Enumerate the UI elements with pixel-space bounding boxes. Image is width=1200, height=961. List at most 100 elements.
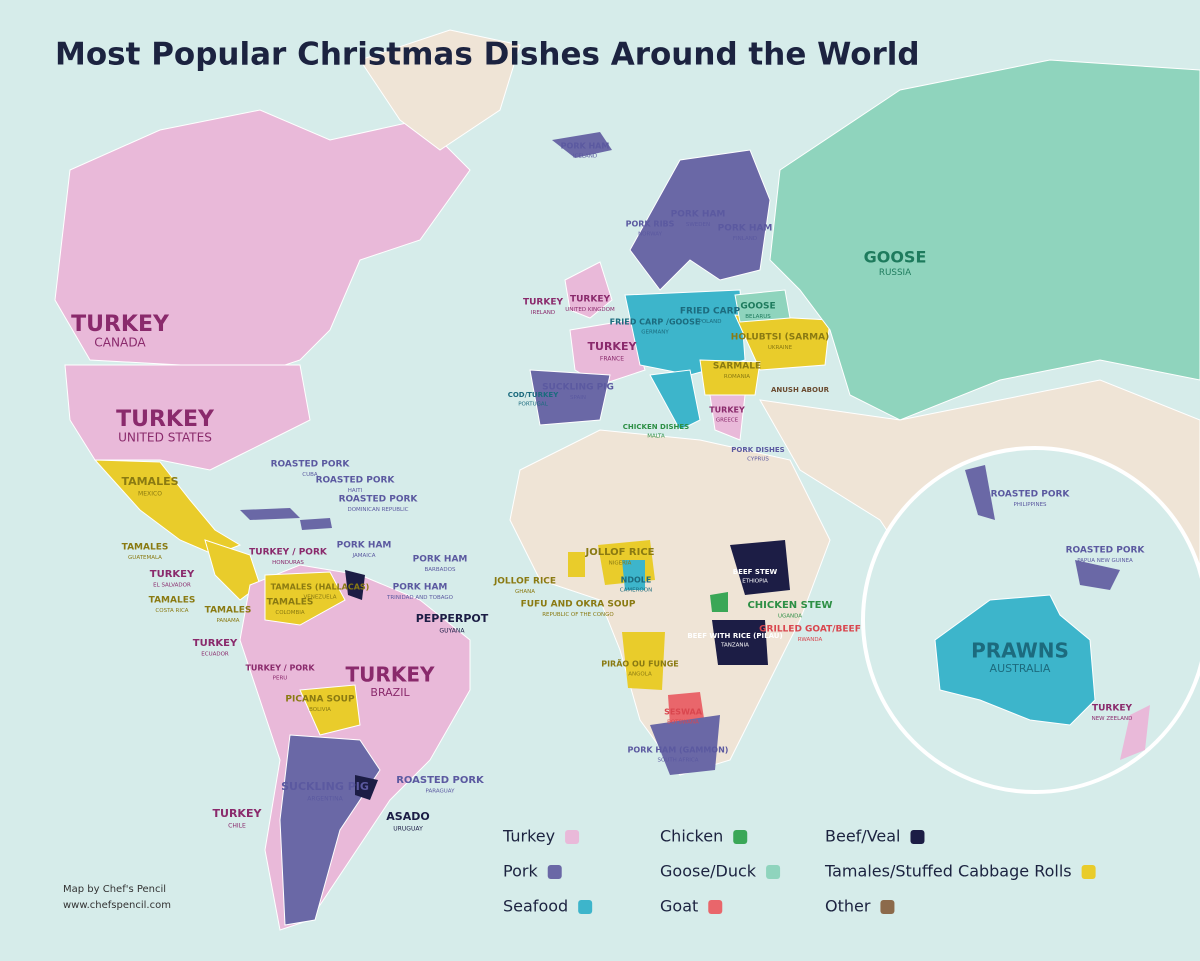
dish-label: TURKEY <box>1092 704 1132 714</box>
country-label: COSTA RICA <box>155 608 188 614</box>
hispaniola <box>300 518 332 530</box>
dish-label: TAMALES <box>205 606 252 616</box>
country-label: PAPUA NEW GUINEA <box>1077 558 1133 564</box>
country-label: GERMANY <box>641 329 669 335</box>
country-label: IRELAND <box>531 310 555 316</box>
scandinavia <box>629 149 771 291</box>
dish-label: COD/TURKEY <box>508 391 560 399</box>
legend-swatch <box>708 900 723 914</box>
dish-label: FUFU AND OKRA SOUP <box>521 600 636 610</box>
dish-label: TURKEY <box>709 406 745 415</box>
dish-label: TAMALES <box>121 475 178 488</box>
uganda <box>710 592 728 612</box>
dish-label: PORK HAM (GAMMON) <box>628 746 729 755</box>
legend-swatch <box>766 865 781 879</box>
dish-label: FRIED CARP <box>680 307 741 317</box>
dish-label: PICANA SOUP <box>285 695 355 705</box>
dish-label: PRAWNS <box>971 639 1069 663</box>
legend-label: Pork <box>503 862 538 881</box>
dish-label: ROASTED PORK <box>396 775 485 786</box>
dish-label: FRIED CARP /GOOSE <box>610 318 701 327</box>
uruguay <box>355 775 378 800</box>
legend-label: Goat <box>660 897 698 916</box>
dish-label: PORK HAM <box>413 555 468 565</box>
dish-label: JOLLOF RICE <box>584 547 654 558</box>
legend-swatch <box>565 830 580 844</box>
dish-label: ROASTED PORK <box>1066 546 1146 556</box>
country-label: CHILE <box>228 823 246 830</box>
dish-label: CHICKEN STEW <box>747 600 832 611</box>
dish-label: TAMALES <box>122 543 169 553</box>
country-label: JAMAICA <box>351 553 375 559</box>
country-label: FRANCE <box>600 356 624 363</box>
greece <box>709 394 746 441</box>
dish-label: TAMALES (HALLACAS) <box>271 583 370 592</box>
dish-label: ROASTED PORK <box>316 476 396 486</box>
country-label: AUSTRALIA <box>990 662 1051 675</box>
country-label: GUYANA <box>439 628 465 635</box>
legend-label: Tamales/Stuffed Cabbage Rolls <box>824 862 1072 881</box>
country-label: ANGOLA <box>628 671 652 677</box>
canada <box>54 109 471 371</box>
country-label: UNITED KINGDOM <box>565 307 615 313</box>
country-label: MALTA <box>647 434 665 440</box>
legend-label: Seafood <box>503 897 568 916</box>
country-label: URUGUAY <box>393 826 423 833</box>
country-label: HAITI <box>348 488 363 494</box>
dish-label: CHICKEN DISHES <box>623 423 689 431</box>
dish-label: SUCKLING PIG <box>542 383 614 393</box>
dish-label: ROASTED PORK <box>991 490 1071 500</box>
dish-label: ANUSH ABOUR <box>771 386 830 394</box>
iberia <box>529 369 611 426</box>
country-label: POLAND <box>699 319 722 325</box>
legend-label: Chicken <box>660 827 723 846</box>
australia <box>934 594 1096 726</box>
country-label: EL SALVADOR <box>153 583 191 589</box>
dish-label: TURKEY / PORK <box>249 548 328 558</box>
country-label: TRINIDAD AND TOBAGO <box>386 595 454 601</box>
dish-label: TAMALES <box>149 596 196 606</box>
dish-label: SARMALE <box>713 362 761 372</box>
papua-new-guinea <box>1075 560 1120 590</box>
new-zealand <box>1120 705 1150 760</box>
tanzania <box>712 620 768 665</box>
dish-label: NDOLE <box>621 576 652 585</box>
country-label: UGANDA <box>778 614 802 620</box>
dish-label: HOLUBTSI (SARMA) <box>731 333 829 343</box>
country-label: CUBA <box>302 472 318 478</box>
country-label: DOMINICAN REPUBLIC <box>347 507 408 513</box>
cuba <box>240 508 300 520</box>
dish-label: ROASTED PORK <box>339 495 419 505</box>
country-label: RWANDA <box>798 637 823 643</box>
country-label: PERU <box>273 675 288 681</box>
colombia-venezuela <box>264 571 346 626</box>
country-label: SWEDEN <box>686 222 710 228</box>
botswana <box>668 692 705 725</box>
cameroon <box>622 560 645 590</box>
dish-label: PORK HAM <box>671 210 726 220</box>
country-label: BOTSWANA <box>667 719 699 725</box>
country-label: FINLAND <box>733 236 757 242</box>
country-label: VENEZUELA <box>303 594 336 600</box>
romania <box>699 359 761 396</box>
belarus <box>734 289 791 323</box>
dish-label: TURKEY <box>570 295 610 305</box>
country-label: COLOMBIA <box>275 610 305 616</box>
legend-label: Other <box>825 897 871 916</box>
dish-label: TURKEY <box>523 298 563 308</box>
dish-label: BEEF WITH RICE (PILAU) <box>687 632 782 640</box>
dish-label: TURKEY <box>150 569 195 580</box>
bolivia <box>299 684 361 736</box>
dish-label: PORK RIBS <box>626 220 675 229</box>
angola <box>622 632 665 690</box>
uk-ireland <box>564 261 613 319</box>
country-label: UKRAINE <box>768 345 793 351</box>
country-label: PHILIPPINES <box>1013 502 1047 508</box>
country-label: ARGENTINA <box>307 796 343 803</box>
country-label: REPUBLIC OF THE CONGO <box>542 612 614 618</box>
legend-swatch <box>1081 865 1096 879</box>
legend-swatch <box>733 830 748 844</box>
dish-label: PEPPERPOT <box>416 612 489 625</box>
